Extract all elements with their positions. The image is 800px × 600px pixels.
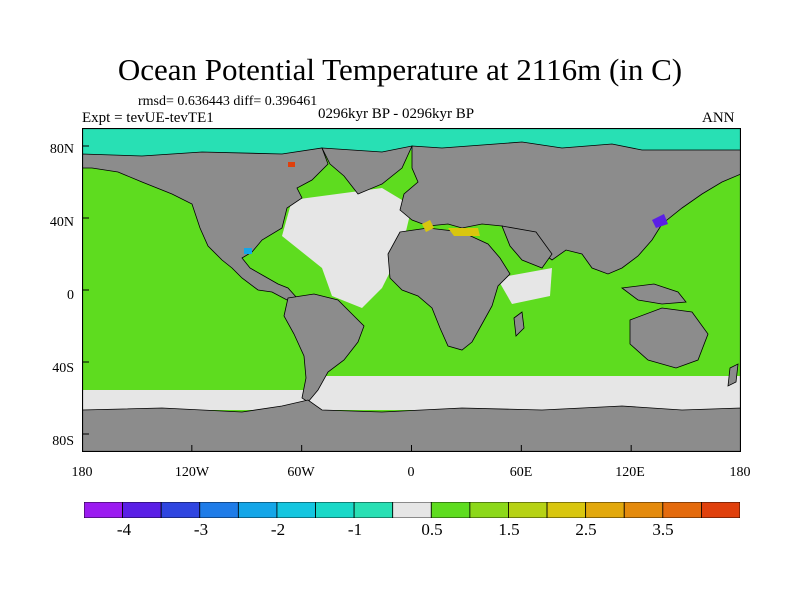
experiment-label: Expt = tevUE-tevTE1 — [82, 110, 214, 126]
madagascar-land — [513, 311, 525, 337]
stats-text: rmsd= 0.636443 diff= 0.396461 — [138, 94, 318, 109]
season-label: ANN — [702, 110, 735, 126]
western-med-anomaly — [422, 220, 434, 232]
new-zealand-land — [727, 363, 739, 387]
south-america-land — [283, 293, 365, 403]
lat-label-80s: 80S — [52, 434, 74, 449]
colorbar-label-0-5: 0.5 — [421, 520, 443, 539]
colorbar — [84, 502, 740, 518]
lon-label-60w: 60W — [287, 465, 315, 480]
colorbar-label-3-5: 3.5 — [652, 520, 674, 539]
colorbar-swatch — [84, 502, 123, 518]
north-america-land — [82, 147, 329, 301]
lon-ticks — [82, 445, 741, 452]
colorbar-swatch — [585, 502, 625, 518]
colorbar-label--2: -2 — [270, 520, 286, 539]
eurasia-land — [399, 141, 741, 275]
greenland-land — [321, 145, 413, 195]
australia-land — [629, 307, 709, 369]
lat-ticks — [82, 145, 89, 435]
arctic-region — [82, 128, 741, 156]
colorbar-label--4: -4 — [116, 520, 132, 539]
lon-label-180w: 180 — [71, 465, 93, 480]
colorbar-label--1: -1 — [347, 520, 363, 539]
colorbar-swatch — [276, 502, 316, 518]
colorbar-swatch — [430, 502, 471, 518]
indian-ocean-patch — [497, 268, 552, 304]
japan-sea-anomaly — [652, 214, 668, 228]
lat-label-80n: 80N — [49, 142, 74, 157]
lon-label-120w: 120W — [174, 465, 210, 480]
colorbar-swatch — [237, 502, 278, 518]
arabia-land — [501, 225, 553, 269]
antarctica-land — [82, 399, 741, 452]
colorbar-swatch — [353, 502, 394, 518]
lat-label-40s: 40S — [52, 361, 74, 376]
period-label: 0296kyr BP - 0296kyr BP — [318, 106, 475, 122]
colorbar-label--3: -3 — [193, 520, 209, 539]
southern-pacific-band — [82, 390, 312, 410]
lon-label-0: 0 — [407, 465, 415, 480]
colorbar-swatch — [392, 502, 432, 518]
colorbar-swatch — [469, 502, 509, 518]
map-title: Ocean Potential Temperature at 2116m (in… — [117, 52, 683, 87]
north-atlantic-region — [282, 188, 412, 308]
lat-label-40n: 40N — [49, 215, 74, 230]
colorbar-swatch — [546, 502, 587, 518]
colorbar-swatch — [662, 502, 702, 518]
southern-ocean-band — [312, 376, 741, 410]
lon-label-120e: 120E — [615, 465, 645, 480]
lat-label-0: 0 — [67, 288, 74, 303]
colorbar-label-2-5: 2.5 — [575, 520, 597, 539]
lon-label-60e: 60E — [509, 465, 533, 480]
indonesia-land — [620, 283, 687, 305]
colorbar-swatch — [160, 502, 201, 518]
colorbar-swatch — [122, 502, 162, 518]
gulf-anomaly — [244, 248, 252, 254]
baffin-anomaly — [288, 162, 295, 167]
eastern-med-anomaly — [448, 228, 480, 236]
africa-land — [387, 227, 511, 351]
colorbar-label-1-5: 1.5 — [498, 520, 520, 539]
colorbar-swatch — [623, 502, 664, 518]
lon-label-180e: 180 — [729, 465, 751, 480]
map-plot — [82, 128, 741, 452]
colorbar-swatch — [315, 502, 355, 518]
colorbar-swatch — [508, 502, 548, 518]
colorbar-swatch — [701, 502, 740, 518]
colorbar-swatch — [199, 502, 239, 518]
